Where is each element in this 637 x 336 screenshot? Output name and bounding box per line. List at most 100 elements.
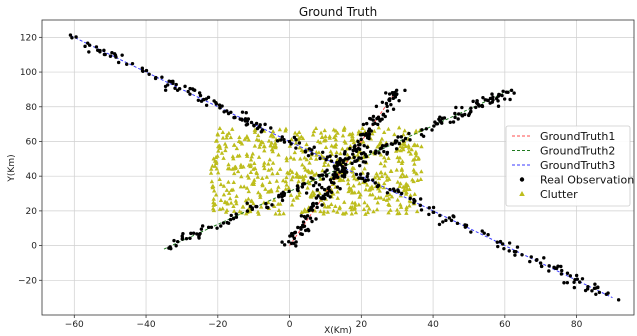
- clutter-marker: [348, 143, 353, 148]
- y-tick-label: 40: [26, 172, 38, 182]
- clutter-marker: [296, 179, 301, 184]
- observation-marker: [377, 151, 381, 155]
- clutter-marker: [217, 125, 223, 130]
- observation-marker: [130, 61, 135, 66]
- clutter-marker: [370, 131, 375, 136]
- clutter-marker: [382, 163, 387, 168]
- clutter-marker: [419, 144, 424, 149]
- observation-marker: [173, 86, 177, 90]
- clutter-marker: [252, 160, 257, 165]
- legend-label: GroundTruth1: [540, 130, 615, 143]
- clutter-marker: [258, 142, 263, 147]
- clutter-marker: [308, 194, 314, 199]
- clutter-marker: [226, 162, 231, 167]
- x-tick-label: 40: [427, 320, 439, 330]
- clutter-marker: [301, 177, 306, 182]
- observation-marker: [108, 54, 113, 58]
- clutter-marker: [286, 171, 292, 176]
- observation-marker: [197, 91, 202, 95]
- observation-marker: [300, 185, 305, 189]
- observation-marker: [265, 205, 269, 210]
- clutter-marker: [229, 187, 234, 192]
- clutter-marker: [374, 207, 380, 212]
- clutter-marker: [215, 131, 220, 136]
- clutter-marker: [381, 196, 387, 201]
- observation-marker: [282, 137, 286, 142]
- clutter-marker: [321, 209, 327, 214]
- clutter-marker: [408, 193, 413, 198]
- observation-marker: [175, 88, 180, 93]
- observation-marker: [448, 120, 452, 124]
- observation-marker: [324, 173, 329, 177]
- clutter-marker: [408, 199, 413, 204]
- observation-marker: [368, 116, 372, 121]
- observation-marker: [310, 219, 314, 224]
- clutter-marker: [214, 138, 220, 143]
- clutter-marker: [333, 133, 338, 138]
- observation-marker: [437, 222, 442, 227]
- clutter-marker: [284, 158, 289, 163]
- clutter-marker: [264, 174, 270, 179]
- observation-marker: [486, 233, 490, 237]
- observation-marker: [387, 92, 392, 96]
- observation-marker: [307, 208, 311, 213]
- clutter-marker: [404, 190, 409, 195]
- clutter-marker: [412, 161, 417, 166]
- observation-marker: [281, 190, 285, 195]
- observation-marker: [444, 218, 448, 223]
- clutter-marker: [314, 152, 319, 157]
- clutter-marker: [297, 190, 302, 195]
- observation-marker: [314, 201, 319, 206]
- observation-marker: [490, 92, 494, 96]
- clutter-marker: [362, 200, 367, 205]
- observation-marker: [594, 292, 598, 296]
- clutter-marker: [240, 204, 245, 209]
- observation-marker: [408, 138, 412, 142]
- observation-marker: [498, 239, 503, 244]
- observation-marker: [214, 102, 219, 106]
- observation-marker: [234, 215, 239, 219]
- observation-marker: [375, 184, 380, 189]
- clutter-marker: [357, 181, 362, 186]
- observation-marker: [280, 198, 285, 203]
- observation-marker: [338, 170, 342, 174]
- clutter-marker: [231, 156, 236, 161]
- clutter-marker: [407, 203, 412, 208]
- observation-marker: [167, 79, 171, 83]
- clutter-marker: [325, 209, 330, 214]
- clutter-marker: [362, 166, 367, 171]
- clutter-marker: [381, 130, 387, 135]
- clutter-marker: [392, 132, 397, 137]
- clutter-marker: [269, 140, 274, 145]
- observation-marker: [381, 112, 386, 117]
- clutter-marker: [379, 136, 385, 141]
- observation-marker: [320, 203, 324, 207]
- clutter-marker: [388, 207, 393, 212]
- clutter-marker: [358, 192, 363, 197]
- clutter-marker: [262, 148, 267, 153]
- observation-marker: [246, 117, 251, 121]
- observation-marker: [200, 224, 205, 228]
- observation-marker: [168, 245, 172, 249]
- clutter-marker: [238, 184, 244, 189]
- observation-marker: [244, 123, 249, 127]
- observation-marker: [454, 105, 458, 110]
- clutter-marker: [419, 169, 424, 174]
- observation-marker: [244, 111, 248, 115]
- observation-marker: [340, 174, 344, 178]
- clutter-marker: [269, 132, 275, 137]
- clutter-marker: [222, 141, 228, 146]
- clutter-marker: [353, 202, 358, 207]
- clutter-marker: [258, 194, 263, 199]
- clutter-marker: [406, 145, 412, 150]
- clutter-marker: [256, 138, 262, 143]
- observation-marker: [199, 227, 204, 231]
- observation-marker: [497, 92, 501, 97]
- clutter-marker: [228, 135, 234, 140]
- clutter-marker: [367, 206, 372, 211]
- observation-marker: [399, 135, 404, 139]
- observation-marker: [160, 75, 164, 79]
- clutter-marker: [381, 185, 387, 190]
- clutter-marker: [349, 204, 355, 209]
- clutter-marker: [250, 151, 255, 156]
